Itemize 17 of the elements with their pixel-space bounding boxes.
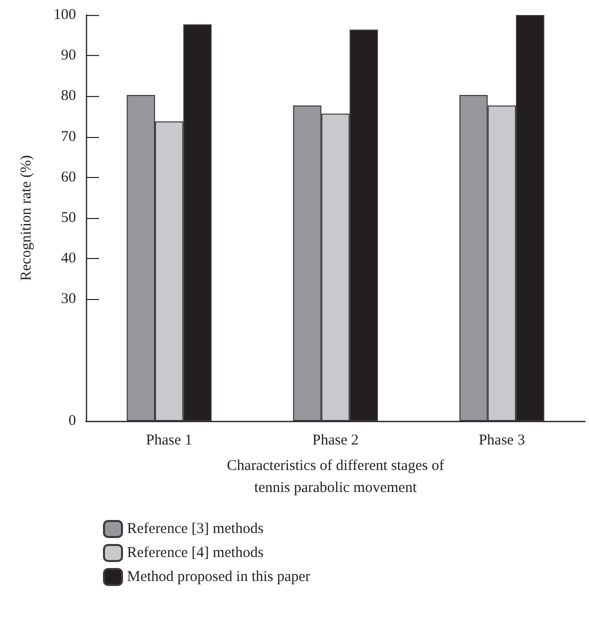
y-axis-title: Recognition rate (%) xyxy=(18,155,34,281)
y-tick-label: 60 xyxy=(61,169,76,186)
y-tick-label: 100 xyxy=(54,7,76,23)
y-tick-label: 50 xyxy=(61,210,76,226)
legend-label: Method proposed in this paper xyxy=(127,569,310,585)
x-tick-label: Phase 2 xyxy=(312,432,359,448)
legend-label: Reference [3] methods xyxy=(127,521,264,537)
y-tick-label: 90 xyxy=(61,48,76,64)
x-tick-label: Phase 1 xyxy=(146,432,192,448)
x-axis-title: Characteristics of different stages of tennis parabolic movement xyxy=(226,458,444,496)
y-tick-label: 30 xyxy=(61,291,76,308)
y-tick-label: 40 xyxy=(61,250,76,267)
x-tick-label: Phase 3 xyxy=(478,432,525,448)
y-tick-label: 0 xyxy=(68,413,76,429)
y-tick-label: 80 xyxy=(61,88,76,104)
y-tick-label: 70 xyxy=(61,128,76,145)
legend-label: Reference [4] methods xyxy=(127,545,264,561)
